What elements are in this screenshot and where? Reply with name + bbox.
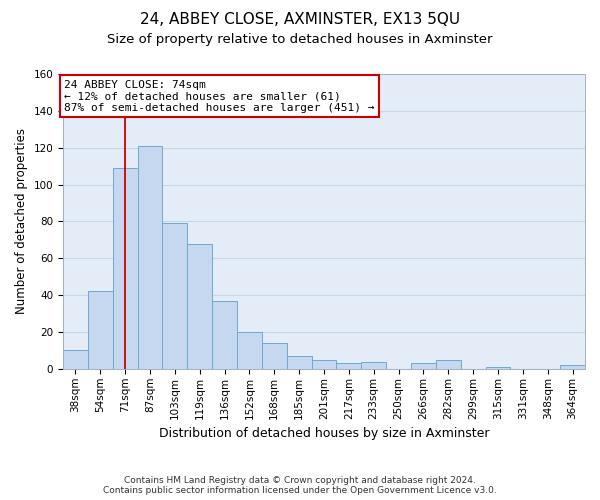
- Bar: [560, 365, 585, 369]
- Bar: [88, 292, 113, 369]
- Text: Contains HM Land Registry data © Crown copyright and database right 2024.
Contai: Contains HM Land Registry data © Crown c…: [103, 476, 497, 495]
- Bar: [337, 364, 361, 369]
- Bar: [262, 343, 287, 369]
- Bar: [163, 224, 187, 369]
- X-axis label: Distribution of detached houses by size in Axminster: Distribution of detached houses by size …: [159, 427, 489, 440]
- Bar: [113, 168, 137, 369]
- Bar: [311, 360, 337, 369]
- Bar: [485, 367, 511, 369]
- Bar: [63, 350, 88, 369]
- Bar: [436, 360, 461, 369]
- Bar: [411, 364, 436, 369]
- Bar: [187, 244, 212, 369]
- Text: Size of property relative to detached houses in Axminster: Size of property relative to detached ho…: [107, 32, 493, 46]
- Y-axis label: Number of detached properties: Number of detached properties: [15, 128, 28, 314]
- Bar: [212, 300, 237, 369]
- Text: 24 ABBEY CLOSE: 74sqm
← 12% of detached houses are smaller (61)
87% of semi-deta: 24 ABBEY CLOSE: 74sqm ← 12% of detached …: [64, 80, 375, 112]
- Bar: [237, 332, 262, 369]
- Bar: [287, 356, 311, 369]
- Bar: [361, 362, 386, 369]
- Bar: [137, 146, 163, 369]
- Text: 24, ABBEY CLOSE, AXMINSTER, EX13 5QU: 24, ABBEY CLOSE, AXMINSTER, EX13 5QU: [140, 12, 460, 28]
